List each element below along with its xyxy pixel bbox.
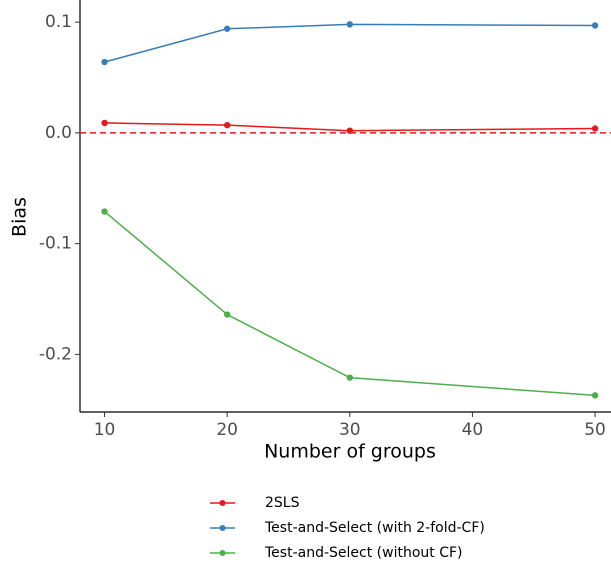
y-tick-label: -0.1 <box>39 234 72 254</box>
point <box>101 58 108 66</box>
point <box>591 22 599 29</box>
series-line <box>104 122 596 132</box>
x-tick-label: 10 <box>94 420 116 440</box>
point <box>223 121 231 129</box>
x-tick-label: 50 <box>584 420 606 440</box>
legend-key-point <box>219 525 226 531</box>
point <box>223 311 231 318</box>
x-tick-label: 20 <box>216 420 238 440</box>
y-tick-label: 0.1 <box>45 12 72 32</box>
point <box>346 127 353 134</box>
point <box>591 125 599 132</box>
legend-key-point <box>219 550 226 556</box>
legend-label: Test-and-Select (without CF) <box>264 545 462 561</box>
legend-label: Test-and-Select (with 2-fold-CF) <box>264 520 485 536</box>
x-tick-label: 40 <box>462 420 484 440</box>
series-line <box>104 23 596 63</box>
y-tick-label: -0.2 <box>39 344 72 364</box>
series-line <box>104 210 596 397</box>
x-tick-label: 30 <box>339 420 361 440</box>
legend-label: 2SLS <box>265 495 300 511</box>
point <box>591 392 599 399</box>
point <box>101 119 108 127</box>
point <box>101 208 108 215</box>
point <box>346 374 353 381</box>
legend-key-point <box>219 500 226 506</box>
x-axis-title: Number of groups <box>264 441 436 463</box>
y-tick-label: 0.0 <box>45 123 72 143</box>
y-axis-title: Bias <box>9 197 31 237</box>
point <box>346 21 353 28</box>
point <box>223 25 231 32</box>
